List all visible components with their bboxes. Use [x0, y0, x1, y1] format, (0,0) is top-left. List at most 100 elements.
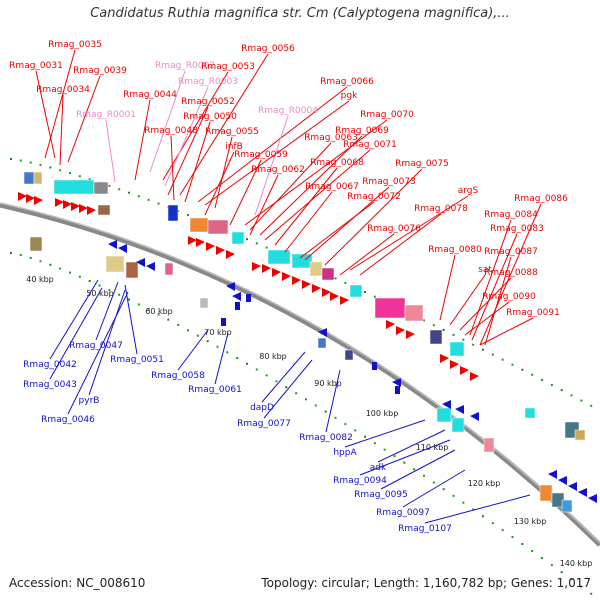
reverse-gene-arrow [118, 244, 127, 253]
leader-line [479, 203, 542, 346]
gene-block [33, 171, 43, 185]
gc-dot [580, 399, 583, 402]
gc-dot [246, 238, 248, 241]
gc-dot [265, 374, 268, 377]
gc-dot [157, 202, 160, 205]
leader-line [134, 99, 151, 181]
gc-dot [491, 522, 494, 525]
gene-block [524, 407, 536, 419]
gc-dot [187, 329, 189, 332]
kbp-ticks: 40 kbp 50 kbp 60 kbp 70 kbp 80 kbp 90 kbp 100 … [26, 275, 592, 568]
leader-line [44, 49, 76, 159]
gc-dot [128, 191, 130, 194]
leader-line [124, 284, 138, 355]
gc-dot [295, 392, 298, 395]
gc-dot [560, 389, 563, 392]
gc-dot [462, 338, 465, 341]
leader-line [304, 186, 390, 261]
gc-dot [521, 368, 524, 371]
gc-dot [49, 166, 52, 169]
reverse-gene-label: Rmag_0082 [299, 433, 353, 443]
forward-gene-label: Rmag_0056 [241, 44, 295, 54]
forward-gene-label: Rmag_0062 [251, 165, 305, 175]
forward-gene-label: argS [458, 186, 479, 196]
gc-dot [128, 298, 130, 301]
kbp-tick-label: 50 kbp [86, 289, 114, 298]
gene-block [164, 262, 174, 276]
gene-block [317, 337, 327, 349]
leader-line [249, 142, 332, 231]
forward-gene-label: Rmag_0072 [347, 192, 401, 202]
reverse-gene-arrow [146, 262, 155, 271]
reverse-gene-mark [372, 362, 377, 370]
gc-dot [10, 252, 12, 254]
gene-block [267, 249, 291, 265]
forward-gene-arrow [330, 292, 339, 301]
leader-line [484, 256, 512, 346]
leader-line [170, 135, 175, 201]
reverse-gene-label: adk [370, 463, 387, 473]
forward-gene-arrow [272, 268, 281, 277]
gene-block [291, 253, 313, 269]
reverse-gene-label: Rmag_0107 [398, 524, 452, 534]
gc-dot [19, 159, 22, 162]
leader-line [469, 219, 512, 336]
kbp-tick-label: 80 kbp [259, 352, 287, 361]
gc-dot [88, 178, 91, 181]
gc-dot [39, 163, 42, 166]
forward-gene-label: Rmag_R0001 [76, 110, 136, 120]
gc-dot [314, 404, 317, 407]
kbp-tick-label: 70 kbp [204, 328, 232, 337]
leader-line [214, 136, 233, 209]
gc-dot [88, 280, 91, 283]
gc-dot [393, 455, 396, 458]
gc-dot [432, 481, 435, 484]
reverse-gene-label: Rmag_0051 [110, 355, 164, 365]
reverse-gene-mark [235, 302, 240, 310]
gc-dot [570, 394, 573, 397]
forward-gene-arrow [188, 236, 197, 245]
reverse-gene-mark [221, 318, 226, 326]
gc-dot [383, 448, 386, 451]
reverse-gene-label: Rmag_0058 [151, 371, 205, 381]
forward-gene-label: Rmag_0087 [484, 247, 538, 257]
kbp-tick-label: 40 kbp [26, 275, 54, 284]
reverse-gene-label: Rmag_0094 [333, 476, 387, 486]
gc-dot [285, 386, 288, 389]
gene-labels: Rmag_0035 Rmag_0031 Rmag_0039 Rmag_0034 Rmag… [9, 40, 568, 534]
forward-gene-arrow [226, 250, 235, 259]
gc-dot [373, 442, 376, 445]
reverse-gene-arrow [392, 378, 401, 387]
gc-dot [570, 578, 573, 581]
reverse-gene-label: dapD [250, 403, 274, 413]
reverse-gene-arrow [558, 476, 567, 485]
gc-dot [521, 543, 524, 546]
leader-line [424, 494, 531, 524]
leader-line [479, 317, 534, 346]
leader-line [299, 201, 375, 259]
gc-dot [354, 429, 357, 432]
leader-line [59, 94, 64, 166]
forward-gene-label: Rmag_0044 [123, 90, 177, 100]
forward-gene-label: Rmag_0068 [310, 158, 364, 168]
gc-dot [255, 242, 258, 245]
forward-gene-label: Rmag_0034 [36, 85, 90, 95]
gc-dot [364, 435, 366, 438]
leader-line [359, 439, 451, 476]
forward-gene-label: Rmag_0050 [183, 112, 237, 122]
gc-dot [541, 557, 543, 560]
leader-line [167, 106, 209, 196]
leader-line [67, 75, 101, 163]
forward-gene-label: Rmag_0035 [48, 40, 102, 50]
kbp-tick-label: 60 kbp [145, 307, 173, 316]
gc-dot [472, 508, 475, 511]
gene-block [105, 255, 125, 273]
gc-dot [344, 281, 347, 284]
gc-dot [69, 271, 71, 274]
gc-dot [334, 416, 337, 419]
gc-dot [29, 161, 32, 164]
gc-dot [442, 488, 445, 491]
forward-gene-arrow [282, 272, 291, 281]
gc-dot [147, 198, 150, 201]
leader-line [177, 329, 209, 371]
